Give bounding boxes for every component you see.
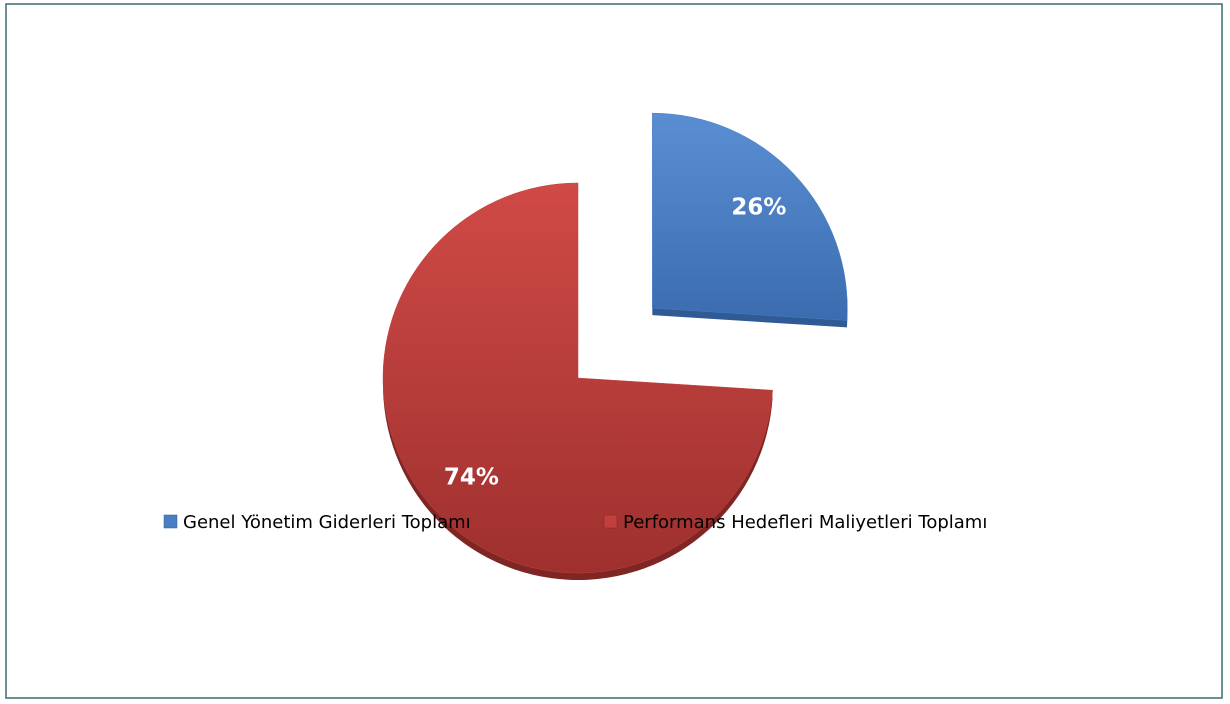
data-label: 74%	[444, 465, 499, 491]
legend-label: Genel Yönetim Giderleri Toplamı	[183, 512, 471, 533]
data-label: 26%	[731, 195, 786, 221]
legend-swatch	[163, 514, 178, 529]
legend-swatch	[603, 514, 618, 529]
legend-label: Performans Hedefleri Maliyetleri Toplamı	[623, 512, 987, 533]
slice	[652, 112, 848, 321]
slice	[382, 182, 773, 574]
chart-frame	[5, 3, 1223, 699]
